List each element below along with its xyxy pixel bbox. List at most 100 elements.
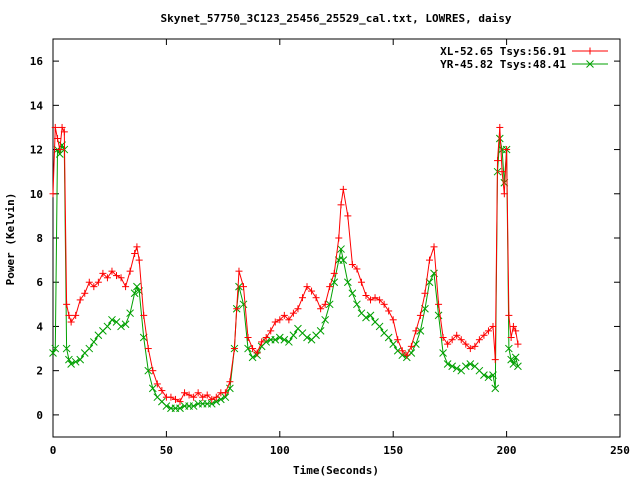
data-point — [249, 345, 257, 353]
data-point — [103, 322, 112, 331]
data-point — [489, 322, 497, 330]
data-point — [343, 278, 352, 287]
data-point — [85, 344, 94, 353]
data-point — [514, 340, 522, 348]
data-point — [276, 316, 284, 324]
data-point — [153, 380, 161, 388]
x-tick-label: 150 — [383, 444, 403, 457]
data-point — [253, 349, 261, 357]
data-point — [480, 331, 488, 339]
legend-marker — [586, 60, 594, 68]
data-point — [121, 320, 130, 329]
y-tick-label: 2 — [36, 365, 43, 378]
data-point — [285, 316, 293, 324]
data-point — [90, 283, 98, 291]
x-axis-label: Time(Seconds) — [293, 464, 379, 477]
data-point — [321, 315, 330, 324]
data-point — [81, 289, 89, 297]
data-point — [421, 289, 429, 297]
data-point — [416, 311, 424, 319]
data-point — [133, 243, 141, 251]
data-point — [280, 335, 289, 344]
x-tick-label: 0 — [50, 444, 57, 457]
data-point — [126, 267, 134, 275]
data-point — [439, 334, 447, 341]
series-line — [52, 125, 519, 403]
x-tick-label: 250 — [610, 444, 630, 457]
data-point — [316, 327, 325, 335]
data-point — [108, 267, 116, 275]
data-point — [339, 185, 347, 193]
data-point — [335, 234, 343, 242]
data-point — [117, 322, 125, 331]
data-point — [133, 282, 141, 291]
data-point — [76, 296, 84, 304]
y-axis-label: Power (Kelvin) — [4, 193, 17, 286]
axis-ticks: 0 2 4 6 8 10 12 14 16 0 50 100 150 200 250 — [30, 39, 630, 457]
data-point — [63, 300, 71, 308]
data-point — [199, 393, 207, 401]
data-point — [312, 294, 320, 302]
data-point — [176, 404, 184, 413]
data-point — [357, 278, 365, 286]
data-point — [353, 300, 361, 309]
data-point — [135, 256, 143, 264]
data-point — [171, 395, 179, 403]
data-point — [303, 333, 311, 342]
data-point — [131, 249, 139, 257]
data-point — [439, 349, 447, 357]
data-point — [380, 300, 388, 308]
data-point — [267, 327, 275, 335]
data-point — [56, 146, 64, 154]
data-point — [226, 384, 234, 393]
data-point — [280, 311, 288, 319]
series-group — [49, 123, 522, 413]
data-point — [462, 340, 470, 348]
series-line — [52, 138, 519, 409]
data-point — [60, 128, 68, 136]
data-point — [452, 364, 461, 373]
data-point — [348, 261, 356, 269]
data-point — [244, 334, 252, 341]
data-point — [317, 305, 325, 313]
data-point — [258, 338, 266, 346]
data-point — [140, 311, 148, 319]
data-point — [235, 282, 243, 291]
data-point — [498, 168, 506, 176]
x-tick-label: 200 — [497, 444, 517, 457]
data-point — [457, 336, 465, 344]
data-point — [113, 272, 121, 280]
y-tick-label: 14 — [30, 99, 44, 112]
data-point — [149, 367, 157, 375]
data-point — [298, 294, 306, 302]
data-point — [144, 366, 153, 375]
data-point — [76, 355, 85, 364]
data-point — [362, 313, 370, 322]
data-point — [235, 267, 243, 275]
data-point — [384, 333, 393, 342]
data-point — [185, 391, 193, 399]
data-point — [416, 327, 425, 335]
data-point — [514, 362, 522, 371]
y-tick-label: 0 — [36, 409, 43, 422]
x-tick-label: 50 — [160, 444, 173, 457]
data-point — [103, 274, 111, 282]
data-point — [503, 146, 511, 154]
data-point — [435, 300, 443, 308]
data-point — [289, 331, 298, 340]
data-point — [491, 384, 500, 393]
x-tick-label: 100 — [270, 444, 290, 457]
data-point — [505, 311, 513, 319]
data-point — [471, 342, 479, 350]
data-point — [126, 309, 134, 318]
data-point — [491, 356, 499, 364]
data-point — [367, 296, 375, 304]
data-point — [394, 336, 402, 344]
data-point — [496, 123, 504, 131]
data-point — [398, 347, 406, 355]
data-point — [122, 283, 130, 291]
data-point — [509, 360, 518, 368]
data-point — [226, 378, 234, 386]
data-point — [167, 393, 175, 401]
